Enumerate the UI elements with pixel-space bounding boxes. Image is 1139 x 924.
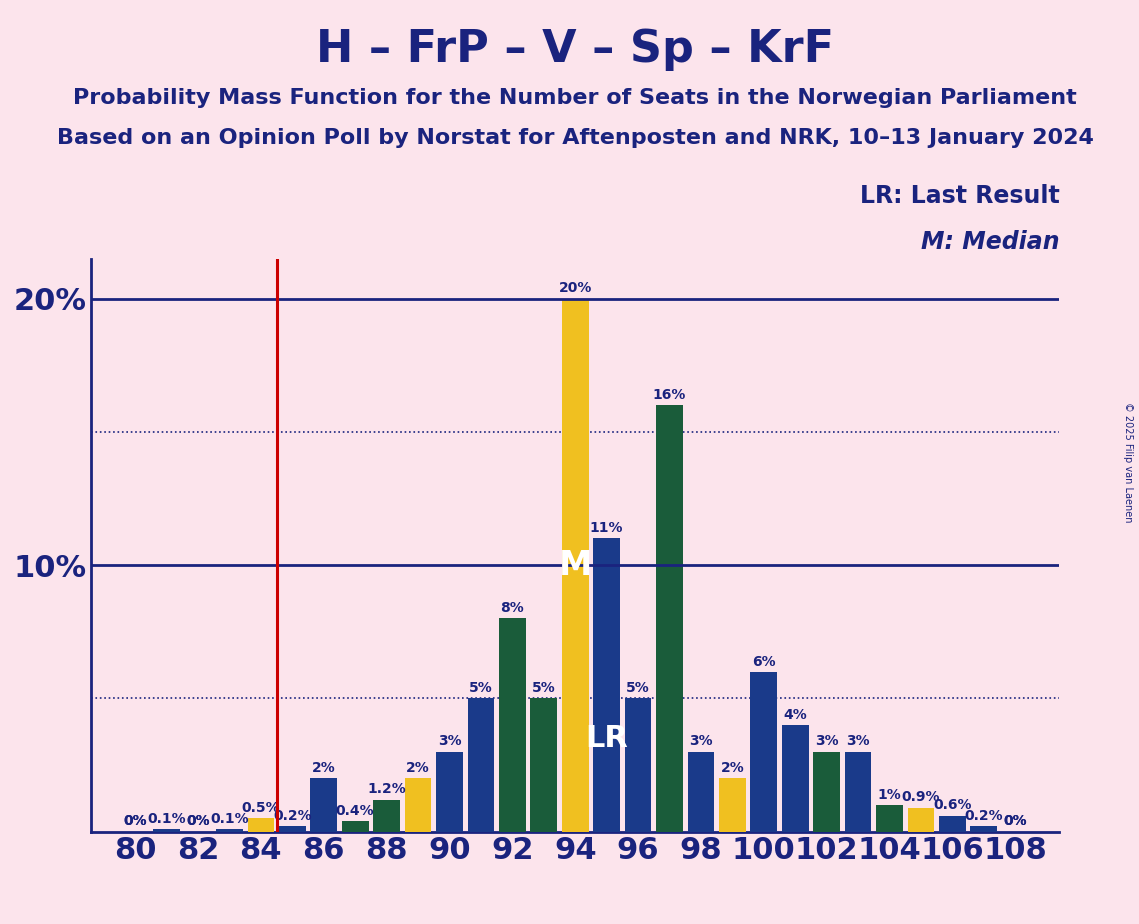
- Text: H – FrP – V – Sp – KrF: H – FrP – V – Sp – KrF: [317, 28, 834, 71]
- Text: 6%: 6%: [752, 654, 776, 669]
- Bar: [908, 808, 934, 832]
- Bar: [751, 672, 777, 832]
- Bar: [154, 829, 180, 832]
- Text: 8%: 8%: [500, 602, 524, 615]
- Text: 0.5%: 0.5%: [241, 801, 280, 815]
- Text: 0%: 0%: [186, 814, 210, 829]
- Text: 20%: 20%: [558, 282, 592, 296]
- Text: 2%: 2%: [312, 761, 336, 775]
- Text: 3%: 3%: [846, 735, 870, 748]
- Text: © 2025 Filip van Laenen: © 2025 Filip van Laenen: [1123, 402, 1133, 522]
- Bar: [719, 778, 746, 832]
- Bar: [624, 699, 652, 832]
- Text: 5%: 5%: [626, 681, 650, 695]
- Bar: [310, 778, 337, 832]
- Bar: [531, 699, 557, 832]
- Text: 0.6%: 0.6%: [933, 798, 972, 812]
- Text: 4%: 4%: [784, 708, 808, 722]
- Bar: [813, 751, 841, 832]
- Text: 0.1%: 0.1%: [210, 812, 248, 826]
- Bar: [562, 298, 589, 832]
- Text: 3%: 3%: [814, 735, 838, 748]
- Text: LR: Last Result: LR: Last Result: [860, 184, 1059, 208]
- Bar: [876, 805, 903, 832]
- Text: 3%: 3%: [437, 735, 461, 748]
- Text: 0%: 0%: [1003, 814, 1027, 829]
- Text: 3%: 3%: [689, 735, 713, 748]
- Text: 2%: 2%: [407, 761, 429, 775]
- Text: 0.1%: 0.1%: [147, 812, 186, 826]
- Text: 11%: 11%: [590, 521, 623, 535]
- Bar: [404, 778, 432, 832]
- Bar: [279, 826, 305, 832]
- Text: 0%: 0%: [123, 814, 147, 829]
- Bar: [342, 821, 369, 832]
- Bar: [436, 751, 462, 832]
- Bar: [845, 751, 871, 832]
- Text: LR: LR: [585, 723, 628, 753]
- Text: 1%: 1%: [878, 788, 901, 802]
- Text: 0.2%: 0.2%: [965, 809, 1003, 823]
- Text: 5%: 5%: [532, 681, 556, 695]
- Text: 0.4%: 0.4%: [336, 804, 375, 818]
- Text: 1.2%: 1.2%: [367, 783, 405, 796]
- Text: Based on an Opinion Poll by Norstat for Aftenposten and NRK, 10–13 January 2024: Based on an Opinion Poll by Norstat for …: [57, 128, 1093, 148]
- Text: M: Median: M: Median: [920, 230, 1059, 254]
- Text: 0.2%: 0.2%: [273, 809, 312, 823]
- Text: 16%: 16%: [653, 388, 686, 402]
- Bar: [939, 816, 966, 832]
- Text: 5%: 5%: [469, 681, 493, 695]
- Bar: [374, 799, 400, 832]
- Text: Probability Mass Function for the Number of Seats in the Norwegian Parliament: Probability Mass Function for the Number…: [73, 88, 1077, 108]
- Bar: [499, 618, 526, 832]
- Text: 0%: 0%: [1003, 814, 1027, 829]
- Bar: [247, 819, 274, 832]
- Bar: [970, 826, 997, 832]
- Text: 0.9%: 0.9%: [902, 790, 940, 805]
- Bar: [593, 539, 620, 832]
- Text: M: M: [558, 549, 592, 581]
- Text: 0%: 0%: [123, 814, 147, 829]
- Bar: [216, 829, 243, 832]
- Bar: [656, 406, 683, 832]
- Text: 2%: 2%: [721, 761, 744, 775]
- Bar: [781, 725, 809, 832]
- Bar: [467, 699, 494, 832]
- Text: 0%: 0%: [186, 814, 210, 829]
- Bar: [688, 751, 714, 832]
